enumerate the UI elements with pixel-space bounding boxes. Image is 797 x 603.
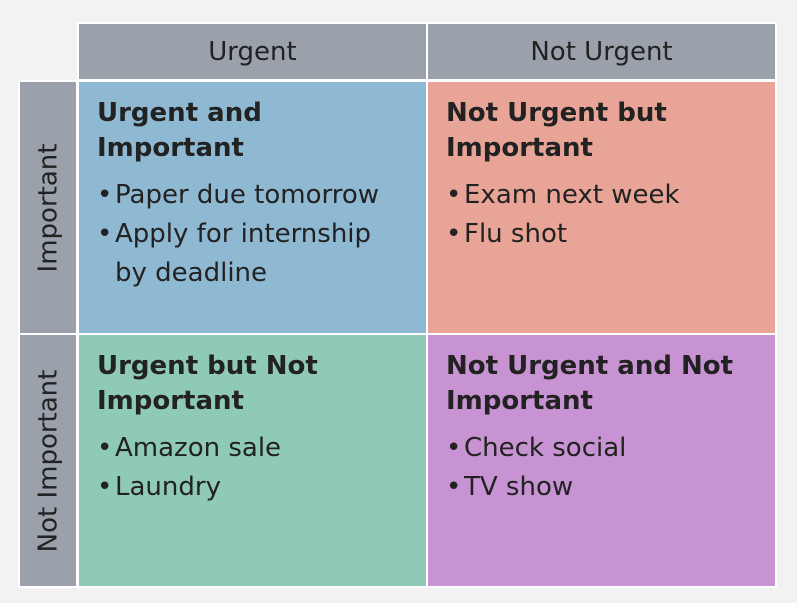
- quadrant-title: Urgent but Not Important: [97, 351, 318, 416]
- list-item: • TV show: [446, 472, 574, 502]
- quadrant-item-list: • Amazon sale • Laundry: [97, 429, 408, 507]
- row-header-not-important-label: Not Important: [33, 369, 63, 552]
- quadrant-item-list: • Paper due tomorrow • Apply for internshi…: [97, 176, 408, 293]
- quadrant-title: Not Urgent and Not Important: [446, 351, 734, 416]
- quadrant-not-urgent-not-important: Not Urgent and Not Important • Check soci…: [426, 333, 777, 588]
- quadrant-urgent-not-important: Urgent but Not Important • Amazon sale • L…: [77, 333, 428, 588]
- quadrant-not-urgent-important: Not Urgent but Important • Exam next week…: [426, 80, 777, 335]
- row-header-important-label: Important: [33, 143, 63, 272]
- column-header-urgent: Urgent: [77, 22, 428, 81]
- column-header-urgent-label: Urgent: [208, 36, 297, 67]
- row-header-not-important: Not Important: [18, 333, 78, 588]
- list-item: • Laundry: [97, 472, 221, 502]
- quadrant-title: Not Urgent but Important: [446, 98, 667, 163]
- quadrant-urgent-important: Urgent and Important • Paper due tomorrow…: [77, 80, 428, 335]
- list-item: • Flu shot: [446, 219, 568, 249]
- column-header-not-urgent: Not Urgent: [426, 22, 777, 81]
- quadrant-title: Urgent and Important: [97, 98, 262, 163]
- column-header-not-urgent-label: Not Urgent: [530, 36, 673, 67]
- list-item: • Apply for internship by deadline: [97, 219, 372, 288]
- list-item: • Exam next week: [446, 180, 680, 210]
- quadrant-item-list: • Check social • TV show: [446, 429, 757, 507]
- list-item: • Paper due tomorrow: [97, 180, 379, 210]
- quadrant-item-list: • Exam next week • Flu shot: [446, 176, 757, 254]
- list-item: • Check social: [446, 433, 627, 463]
- list-item: • Amazon sale: [97, 433, 282, 463]
- row-header-important: Important: [18, 80, 78, 335]
